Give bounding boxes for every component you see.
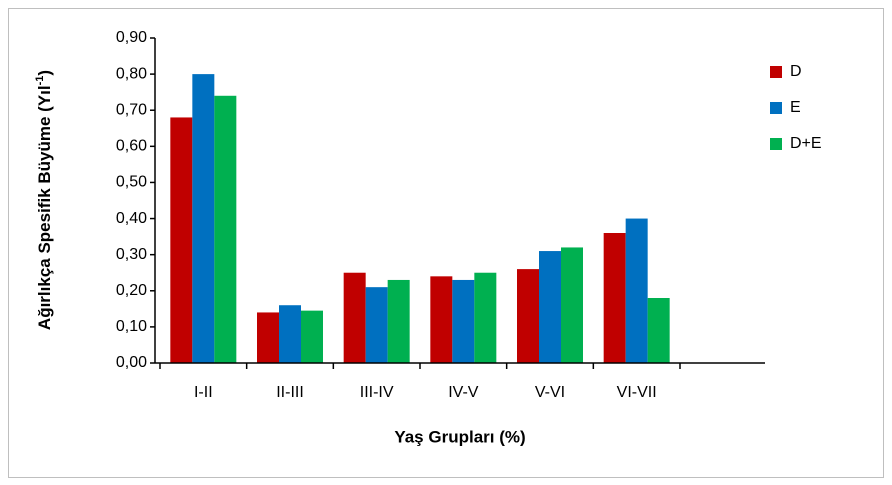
- y-tick-label: 0,40: [116, 210, 147, 227]
- bar: [279, 305, 301, 363]
- y-label-sup: -1: [34, 76, 46, 86]
- bar: [343, 272, 366, 363]
- y-tick-label: 0,70: [116, 101, 147, 118]
- y-tick-label: 0,50: [116, 174, 147, 191]
- bar: [561, 247, 583, 363]
- y-tick-label: 0,80: [116, 65, 147, 82]
- x-tick-label: I-II: [194, 384, 213, 401]
- y-tick-label: 0,20: [116, 282, 147, 299]
- y-tick-label: 0,60: [116, 138, 147, 155]
- bar: [301, 310, 323, 363]
- x-tick-label: III-IV: [360, 384, 394, 401]
- x-tick-label: VI-VII: [617, 384, 657, 401]
- bar: [517, 269, 539, 363]
- y-tick-label: 0,90: [116, 29, 147, 46]
- bar: [387, 279, 410, 363]
- bar: [257, 312, 279, 363]
- legend-label: E: [790, 99, 801, 116]
- y-axis-label: Ağırlıkça Spesifik Büyüme (Yıl-1): [34, 70, 55, 330]
- y-label-main: Ağırlıkça Spesifik Büyüme (Yıl: [35, 85, 54, 330]
- y-tick-label: 0,30: [116, 246, 147, 263]
- y-label-end: ): [35, 70, 54, 76]
- bar: [452, 279, 475, 363]
- x-axis-label: Yaş Grupları (%): [394, 427, 525, 446]
- bar: [192, 74, 215, 363]
- bar: [474, 272, 497, 363]
- x-tick-label: IV-V: [448, 384, 479, 401]
- bar: [365, 287, 388, 363]
- y-tick-label: 0,10: [116, 318, 147, 335]
- bar: [603, 233, 626, 363]
- bar: [214, 95, 237, 364]
- y-tick-label: 0,00: [116, 354, 147, 371]
- x-tick-label: II-III: [276, 384, 304, 401]
- legend-swatch: [770, 102, 782, 114]
- bar: [647, 298, 670, 363]
- bar: [625, 218, 648, 363]
- legend-swatch: [770, 66, 782, 78]
- bar: [170, 117, 193, 363]
- legend-label: D: [790, 63, 802, 80]
- legend-swatch: [770, 138, 782, 150]
- legend-label: D+E: [790, 135, 822, 152]
- bar: [539, 251, 561, 363]
- x-tick-label: V-VI: [535, 384, 565, 401]
- bar: [430, 276, 453, 363]
